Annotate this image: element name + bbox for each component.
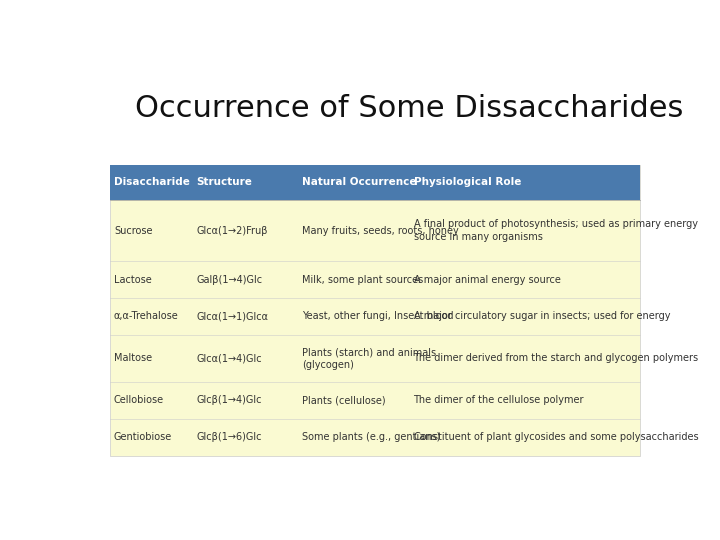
Text: Glcα(1→1)Glcα: Glcα(1→1)Glcα xyxy=(196,312,268,321)
Text: Some plants (e.g., gentians): Some plants (e.g., gentians) xyxy=(302,432,441,442)
Text: Occurrence of Some Dissaccharides: Occurrence of Some Dissaccharides xyxy=(135,94,683,123)
Text: A final product of photosynthesis; used as primary energy
source in many organis: A final product of photosynthesis; used … xyxy=(413,219,698,242)
Text: Yeast, other fungi, Insect blood: Yeast, other fungi, Insect blood xyxy=(302,312,454,321)
Text: Gentiobiose: Gentiobiose xyxy=(114,432,172,442)
Text: Plants (cellulose): Plants (cellulose) xyxy=(302,395,386,406)
Text: Disaccharide: Disaccharide xyxy=(114,177,190,187)
Text: Maltose: Maltose xyxy=(114,354,152,363)
FancyBboxPatch shape xyxy=(109,165,639,200)
Text: Glcβ(1→4)Glc: Glcβ(1→4)Glc xyxy=(196,395,261,406)
Text: Physiological Role: Physiological Role xyxy=(413,177,521,187)
Text: Natural Occurrence: Natural Occurrence xyxy=(302,177,417,187)
Text: Sucrose: Sucrose xyxy=(114,226,153,235)
Text: Glcα(1→4)Glc: Glcα(1→4)Glc xyxy=(196,354,262,363)
FancyBboxPatch shape xyxy=(109,165,639,456)
Text: α,α-Trehalose: α,α-Trehalose xyxy=(114,312,179,321)
Text: Galβ(1→4)Glc: Galβ(1→4)Glc xyxy=(196,275,262,285)
Text: Cellobiose: Cellobiose xyxy=(114,395,164,406)
Text: A major circulatory sugar in insects; used for energy: A major circulatory sugar in insects; us… xyxy=(413,312,670,321)
Text: Plants (starch) and animals
(glycogen): Plants (starch) and animals (glycogen) xyxy=(302,347,436,370)
Text: A major animal energy source: A major animal energy source xyxy=(413,275,560,285)
Text: Glcα(1→2)Fruβ: Glcα(1→2)Fruβ xyxy=(196,226,268,235)
Text: Constituent of plant glycosides and some polysaccharides: Constituent of plant glycosides and some… xyxy=(413,432,698,442)
Text: Lactose: Lactose xyxy=(114,275,152,285)
Text: The dimer of the cellulose polymer: The dimer of the cellulose polymer xyxy=(413,395,584,406)
Text: Milk, some plant sources: Milk, some plant sources xyxy=(302,275,423,285)
Text: Glcβ(1→6)Glc: Glcβ(1→6)Glc xyxy=(196,432,261,442)
Text: Structure: Structure xyxy=(196,177,252,187)
Text: Many fruits, seeds, roots, honey: Many fruits, seeds, roots, honey xyxy=(302,226,459,235)
Text: The dimer derived from the starch and glycogen polymers: The dimer derived from the starch and gl… xyxy=(413,354,698,363)
